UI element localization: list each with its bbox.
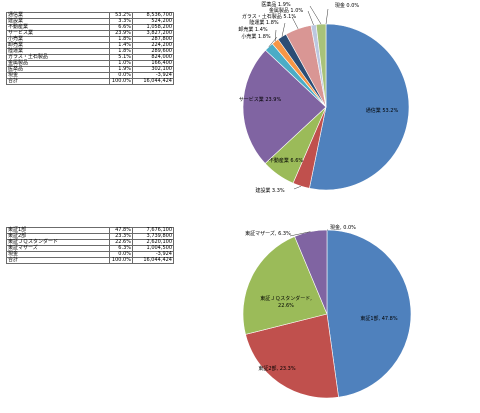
leader-line: [309, 5, 322, 25]
pie-data-label: 通信業 53.2%: [366, 107, 399, 114]
pie-data-label: 建設業 3.3%: [255, 187, 285, 194]
pie-data-label: 小売業 1.8%: [241, 33, 271, 40]
table-row: 金属製品 1.0% 166,400: [6, 60, 174, 67]
pie-slice: [242, 236, 328, 335]
pie-data-label: 陸運業 1.8%: [249, 19, 279, 26]
table-total-row: 合計 100.0% 16,044,424: [6, 257, 174, 264]
cell-percent: 100.0%: [109, 257, 133, 264]
cell-amount: 16,044,424: [132, 257, 174, 264]
leader-line: [307, 10, 314, 26]
pie-data-label: 東証ＪＱスタンダード, 22.6%: [260, 295, 312, 309]
leader-line: [289, 231, 311, 237]
pie-data-label: 不動産業 6.6%: [269, 157, 304, 164]
pie-slice: [245, 313, 339, 399]
pie-slice: [242, 49, 327, 164]
leader-line: [274, 29, 277, 42]
pie-data-label: 医薬品 1.9%: [261, 1, 291, 8]
pie-chart-market: 東証1部, 47.8% 東証2部, 23.3% 東証ＪＱスタンダード, 22.6% 東証…: [242, 224, 412, 399]
pie-data-label: 東証1部, 47.8%: [360, 315, 397, 322]
pie-chart-sector: 通信業 53.2% 建設業 3.3% 不動産業 6.6% サービス業 23.9% 小売業…: [238, 1, 410, 194]
pie-data-label: 現金, 0.0%: [330, 224, 356, 231]
leader-line: [291, 16, 299, 29]
leader-line: [268, 36, 278, 47]
pie-data-label: 東証マザーズ, 6.3%: [245, 230, 291, 237]
leader-line: [293, 185, 302, 190]
pie-data-label: サービス業 23.9%: [239, 96, 282, 103]
cell-amount: 16,044,424: [132, 78, 174, 85]
table-market: 東証1部 47.8% 7,676,100 東証2部 23.3% 3,739,800 東証ＪＱ…: [6, 227, 174, 264]
cell-category: 合計: [6, 78, 110, 85]
pie-data-label: 現金 0.0%: [335, 2, 360, 9]
pie-data-label: ガラス・土石製品 5.1%: [242, 13, 296, 20]
pie-data-label: 卸売業 1.4%: [238, 26, 268, 33]
pie-slice: [309, 23, 410, 191]
pie-slice: [326, 229, 412, 398]
table-total-row: 合計 100.0% 16,044,424: [6, 78, 174, 85]
leader-line: [281, 22, 286, 37]
cell-category: 合計: [6, 257, 110, 264]
pie-data-label: 東証2部, 23.3%: [258, 365, 295, 372]
cell-percent: 100.0%: [109, 78, 133, 85]
pie-data-label: 金属製品 1.0%: [269, 7, 304, 14]
table-sector: 通信業 53.2% 8,536,700 建設業 3.3% 524,200 不動産業 6.6% 1…: [6, 12, 174, 85]
leader-line: [325, 8, 329, 25]
